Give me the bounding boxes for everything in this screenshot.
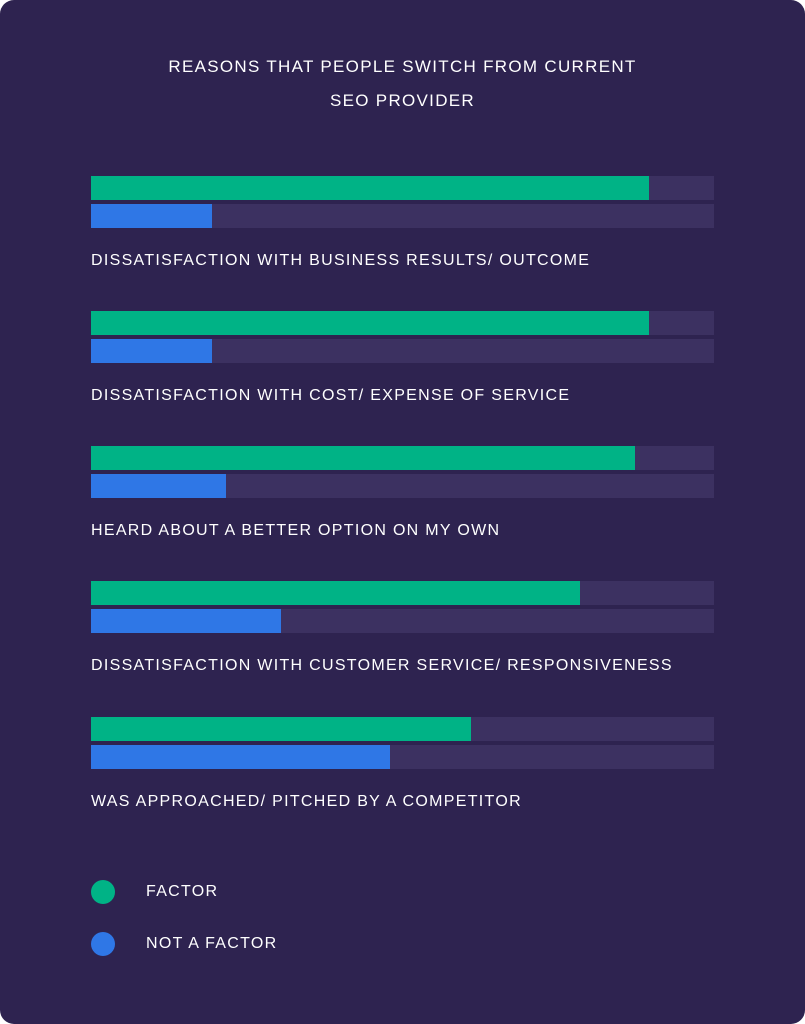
- legend-label: FACTOR: [146, 883, 219, 900]
- chart-title-line-2: SEO PROVIDER: [329, 91, 476, 110]
- bar-factor: [91, 717, 472, 741]
- bar-not-a-factor: [91, 474, 227, 498]
- bar-track: [91, 339, 714, 363]
- bar-factor: [91, 581, 581, 605]
- legend-label: NOT A FACTOR: [146, 935, 278, 952]
- bar-track: [91, 474, 714, 498]
- category-label: WAS APPROACHED/ PITCHED BY A COMPETITOR: [91, 793, 522, 810]
- bar-not-a-factor: [91, 339, 213, 363]
- bar-track: [91, 609, 714, 633]
- bar-not-a-factor: [91, 745, 391, 769]
- category-label: DISSATISFACTION WITH COST/ EXPENSE OF SE…: [91, 387, 571, 404]
- category-label: HEARD ABOUT A BETTER OPTION ON MY OWN: [91, 522, 501, 539]
- bar-factor: [91, 176, 649, 200]
- bar-track: [91, 176, 714, 200]
- category-label: DISSATISFACTION WITH CUSTOMER SERVICE/ R…: [91, 657, 673, 674]
- bar-track: [91, 581, 714, 605]
- chart-title-line-1: REASONS THAT PEOPLE SWITCH FROM CURRENT: [168, 57, 637, 76]
- bar-not-a-factor: [91, 204, 213, 228]
- bar-track: [91, 717, 714, 741]
- bar-factor: [91, 311, 649, 335]
- bar-track: [91, 311, 714, 335]
- legend-dot-factor: [91, 880, 115, 904]
- bar-not-a-factor: [91, 609, 281, 633]
- bar-track: [91, 204, 714, 228]
- bar-track: [91, 745, 714, 769]
- bar-track: [91, 446, 714, 470]
- legend-dot-not-a-factor: [91, 932, 115, 956]
- category-label: DISSATISFACTION WITH BUSINESS RESULTS/ O…: [91, 252, 591, 269]
- bar-factor: [91, 446, 635, 470]
